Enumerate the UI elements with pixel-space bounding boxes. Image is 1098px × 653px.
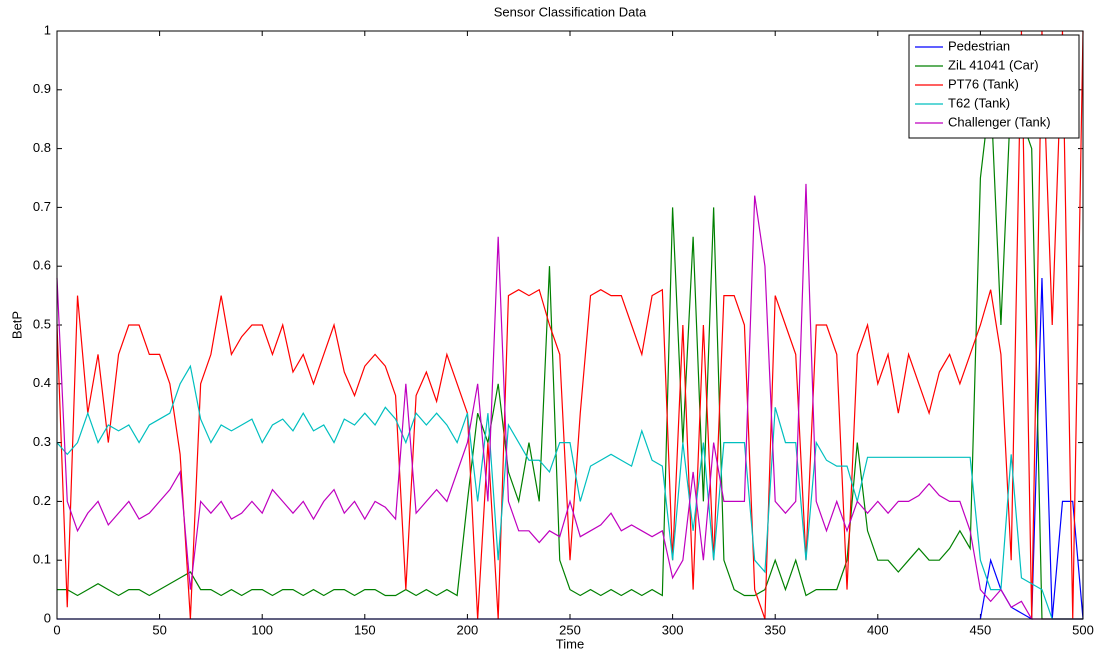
plot-frame xyxy=(56,30,1084,620)
x-tick-label: 500 xyxy=(1072,622,1094,637)
series-line xyxy=(56,364,1083,620)
legend: Pedestrian ZiL 41041 (Car) PT76 (Tank) T62 … xyxy=(908,34,1080,139)
x-tick-label: 350 xyxy=(764,622,786,637)
y-tick-label: 0.5 xyxy=(33,316,51,331)
x-tick-label: 100 xyxy=(251,622,273,637)
y-tick-label: 0.3 xyxy=(33,434,51,449)
legend-label: Challenger (Tank) xyxy=(948,114,1051,129)
x-axis-label: Time xyxy=(556,636,584,651)
x-tick-label: 400 xyxy=(867,622,889,637)
series-line xyxy=(56,183,1083,620)
x-tick-label: 0 xyxy=(53,622,60,637)
y-tick-label: 0.2 xyxy=(33,493,51,508)
y-tick-label: 0.6 xyxy=(33,258,51,273)
series-line xyxy=(56,30,1084,620)
x-tick-label: 450 xyxy=(970,622,992,637)
y-tick-label: 1 xyxy=(44,22,51,37)
y-tick-label: 0.9 xyxy=(33,81,51,96)
x-tick-label: 200 xyxy=(457,622,479,637)
legend-box xyxy=(908,34,1080,139)
legend-label: ZiL 41041 (Car) xyxy=(948,57,1039,72)
y-tick-label: 0.7 xyxy=(33,199,51,214)
y-tick-label: 0.1 xyxy=(33,552,51,567)
legend-label: T62 (Tank) xyxy=(948,95,1010,110)
y-axis-label: BetP xyxy=(9,311,24,339)
y-tick-label: 0.4 xyxy=(33,375,51,390)
x-tick-label: 150 xyxy=(354,622,376,637)
y-tick-label: 0.8 xyxy=(33,140,51,155)
y-tick-label: 0 xyxy=(44,610,51,625)
x-tick-label: 300 xyxy=(662,622,684,637)
legend-label: Pedestrian xyxy=(948,38,1010,53)
legend-label: PT76 (Tank) xyxy=(948,76,1019,91)
x-tick-label: 250 xyxy=(559,622,581,637)
series-line xyxy=(57,89,1083,620)
x-tick-label: 50 xyxy=(152,622,166,637)
chart-title: Sensor Classification Data xyxy=(494,4,647,19)
